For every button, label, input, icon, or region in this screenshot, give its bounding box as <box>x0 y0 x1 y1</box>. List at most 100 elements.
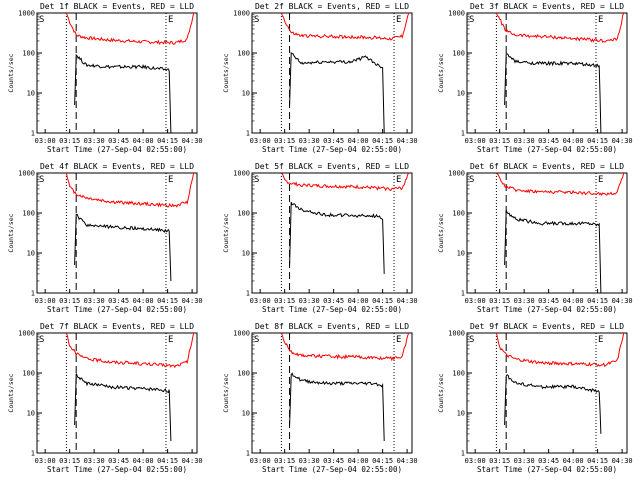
y-tick-label: 1000 <box>448 10 465 18</box>
start-marker: S <box>254 175 259 185</box>
x-tick-label: 03:15 <box>489 457 510 465</box>
y-tick-label: 100 <box>22 50 35 58</box>
y-tick-label: 10 <box>457 410 465 418</box>
y-tick-label: 10 <box>27 250 35 258</box>
lld-series-line <box>495 332 625 367</box>
y-axis-label: Counts/sec <box>222 53 230 92</box>
y-tick-label: 1 <box>31 450 35 458</box>
x-axis-label: Start Time (27-Sep-04 02:55:00) <box>47 145 187 154</box>
x-tick-label: 03:00 <box>35 297 56 305</box>
x-tick-label: 03:15 <box>274 457 295 465</box>
y-axis-label: Counts/sec <box>7 373 15 412</box>
start-marker: S <box>469 335 474 345</box>
x-tick-label: 04:00 <box>563 137 584 145</box>
lld-series-line <box>65 172 195 208</box>
y-tick-label: 1 <box>246 130 250 138</box>
x-axis-label: Start Time (27-Sep-04 02:55:00) <box>262 465 402 474</box>
detector-panel-8: Det 8f BLACK = Events, RED = LLD 1 10 100 10… <box>222 322 418 474</box>
x-tick-label: 03:15 <box>59 297 80 305</box>
x-tick-label: 04:00 <box>348 457 369 465</box>
end-marker: E <box>396 335 401 345</box>
y-axis-label: Counts/sec <box>7 213 15 252</box>
plot-frame <box>36 172 198 294</box>
panel-title: Det 5f BLACK = Events, RED = LLD <box>255 162 409 171</box>
x-tick-label: 03:45 <box>538 297 559 305</box>
x-tick-label: 03:45 <box>108 137 129 145</box>
y-axis-label: Counts/sec <box>437 213 445 252</box>
detector-panel-3: Det 3f BLACK = Events, RED = LLD 1 10 100 10… <box>437 2 633 154</box>
end-marker: E <box>168 175 173 185</box>
x-tick-label: 04:30 <box>397 137 418 145</box>
y-tick-label: 1000 <box>233 10 250 18</box>
y-tick-label: 1000 <box>18 10 35 18</box>
end-marker: E <box>598 335 603 345</box>
y-tick-label: 100 <box>237 50 250 58</box>
detector-panel-6: Det 6f BLACK = Events, RED = LLD 1 10 100 10… <box>437 162 633 314</box>
x-tick-label: 04:00 <box>133 137 154 145</box>
detector-panel-7: Det 7f BLACK = Events, RED = LLD 1 10 100 10… <box>7 322 203 474</box>
x-tick-label: 03:00 <box>465 297 486 305</box>
x-tick-label: 03:45 <box>323 297 344 305</box>
panel-title: Det 6f BLACK = Events, RED = LLD <box>470 162 624 171</box>
detector-panel-5: Det 5f BLACK = Events, RED = LLD 1 10 100 10… <box>222 162 418 314</box>
y-tick-label: 100 <box>452 50 465 58</box>
lld-series-line <box>65 12 195 45</box>
events-series-line <box>504 374 602 434</box>
detector-panel-4: Det 4f BLACK = Events, RED = LLD 1 10 100 10… <box>7 162 203 314</box>
y-axis-label: Counts/sec <box>437 53 445 92</box>
y-tick-label: 100 <box>237 370 250 378</box>
y-tick-label: 10 <box>27 410 35 418</box>
start-marker: S <box>39 15 44 25</box>
detector-panel-2: Det 2f BLACK = Events, RED = LLD 1 10 100 10… <box>222 2 418 154</box>
panel-title: Det 1f BLACK = Events, RED = LLD <box>40 2 194 11</box>
y-tick-label: 100 <box>22 210 35 218</box>
x-axis-label: Start Time (27-Sep-04 02:55:00) <box>477 305 617 314</box>
y-tick-label: 1 <box>246 290 250 298</box>
panel-title: Det 9f BLACK = Events, RED = LLD <box>470 322 624 331</box>
x-tick-label: 04:00 <box>348 137 369 145</box>
x-tick-label: 03:30 <box>84 137 105 145</box>
y-tick-label: 1 <box>461 130 465 138</box>
x-tick-label: 04:30 <box>182 297 203 305</box>
x-tick-label: 04:30 <box>612 457 633 465</box>
lld-series-line <box>65 332 195 369</box>
x-tick-label: 03:45 <box>323 457 344 465</box>
x-tick-label: 03:15 <box>274 137 295 145</box>
x-axis-label: Start Time (27-Sep-04 02:55:00) <box>262 305 402 314</box>
y-tick-label: 10 <box>27 90 35 98</box>
events-series-line <box>289 52 385 134</box>
y-tick-label: 1 <box>31 290 35 298</box>
x-tick-label: 04:30 <box>397 457 418 465</box>
x-tick-label: 04:00 <box>348 297 369 305</box>
x-tick-label: 04:15 <box>372 297 393 305</box>
x-tick-label: 03:15 <box>489 137 510 145</box>
lld-series-line <box>495 12 625 43</box>
x-tick-label: 03:00 <box>250 457 271 465</box>
events-series-line <box>504 210 602 294</box>
x-tick-label: 04:30 <box>182 457 203 465</box>
x-tick-label: 04:30 <box>397 297 418 305</box>
end-marker: E <box>168 335 173 345</box>
events-series-line <box>74 213 172 282</box>
y-tick-label: 10 <box>242 250 250 258</box>
x-tick-label: 03:45 <box>323 137 344 145</box>
x-tick-label: 03:30 <box>514 457 535 465</box>
x-tick-label: 04:30 <box>612 297 633 305</box>
y-axis-label: Counts/sec <box>222 373 230 412</box>
x-tick-label: 03:45 <box>108 457 129 465</box>
panel-title: Det 3f BLACK = Events, RED = LLD <box>470 2 624 11</box>
start-marker: S <box>254 15 259 25</box>
plot-frame <box>466 12 628 134</box>
x-tick-label: 04:15 <box>157 137 178 145</box>
x-tick-label: 04:00 <box>563 297 584 305</box>
panel-title: Det 8f BLACK = Events, RED = LLD <box>255 322 409 331</box>
x-tick-label: 03:00 <box>250 297 271 305</box>
lld-series-line <box>280 332 410 362</box>
y-tick-label: 1000 <box>448 170 465 178</box>
x-tick-label: 04:15 <box>157 297 178 305</box>
y-tick-label: 1 <box>461 450 465 458</box>
y-tick-label: 1000 <box>233 330 250 338</box>
x-axis-label: Start Time (27-Sep-04 02:55:00) <box>477 465 617 474</box>
end-marker: E <box>598 175 603 185</box>
